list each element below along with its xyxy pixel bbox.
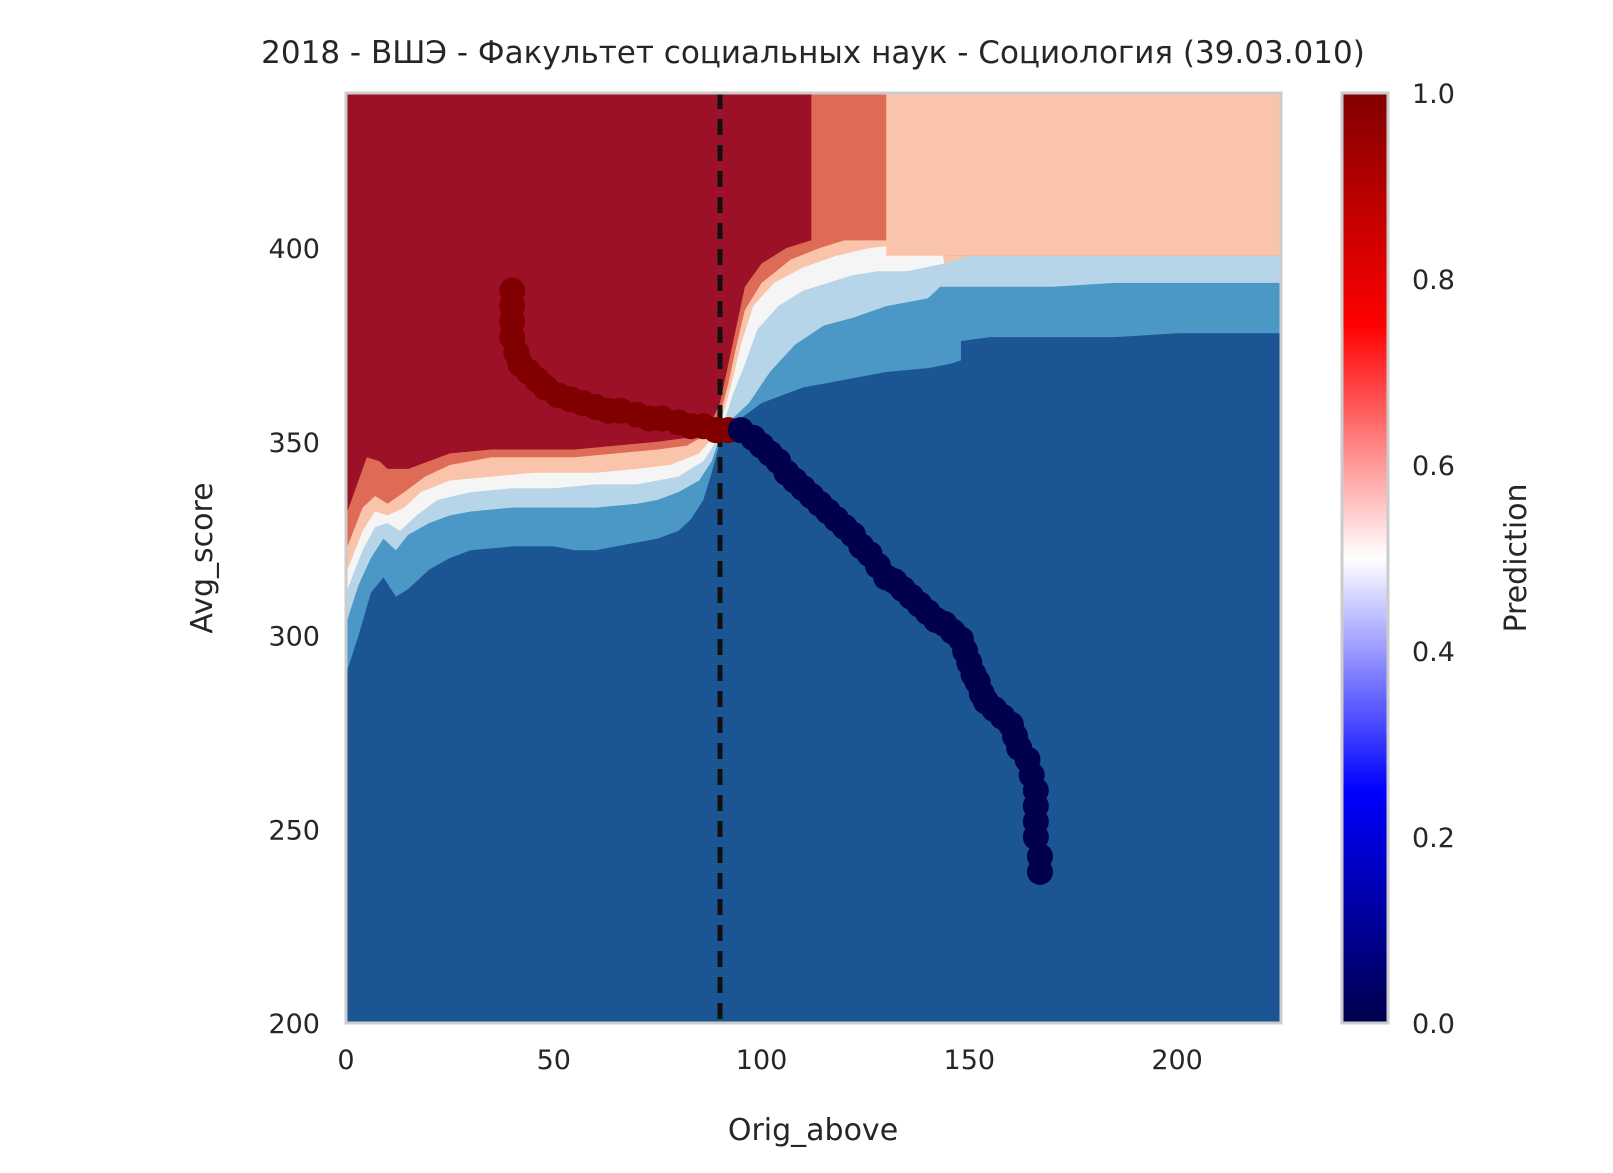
y-axis-ticks: 200 250 300 350 400 — [268, 234, 320, 1040]
y-axis-label: Avg_score — [185, 482, 220, 633]
colorbar-tick-label: 0.4 — [1412, 637, 1455, 668]
plot-frame — [344, 91, 1283, 1025]
y-tick-label: 350 — [268, 428, 320, 459]
scatter-point-predicted-0 — [1026, 858, 1053, 885]
y-tick-label: 300 — [268, 622, 320, 653]
scatter-point-predicted-0 — [1022, 824, 1049, 850]
colorbar-ticks: 0.0 0.2 0.4 0.6 0.8 1.0 — [1412, 79, 1455, 1040]
x-tick-label: 0 — [337, 1045, 354, 1076]
contour-regions — [346, 93, 1281, 1023]
x-tick-label: 200 — [1151, 1045, 1203, 1076]
colorbar: 0.0 0.2 0.4 0.6 0.8 1.0 Prediction — [1340, 79, 1534, 1040]
plot-area — [344, 91, 1283, 1025]
contour-block-upper-mid-top — [811, 93, 887, 241]
scatter-points — [499, 277, 1053, 885]
y-tick-label: 250 — [268, 815, 320, 846]
x-axis-ticks: 0 50 100 150 200 — [337, 1045, 1202, 1076]
colorbar-tick-label: 0.2 — [1412, 823, 1455, 854]
colorbar-tick-label: 1.0 — [1412, 79, 1455, 110]
x-axis-label: Orig_above — [728, 1113, 898, 1148]
contour-region-6 — [346, 93, 812, 516]
chart-title: 2018 - ВШЭ - Факультет социальных наук -… — [261, 35, 1365, 71]
colorbar-label: Prediction — [1499, 483, 1534, 632]
x-tick-label: 150 — [944, 1045, 996, 1076]
colorbar-tick-label: 0.8 — [1412, 265, 1455, 296]
y-tick-label: 400 — [268, 234, 320, 265]
x-tick-label: 50 — [537, 1045, 571, 1076]
contour-block-upper-right-top — [886, 93, 1281, 256]
x-tick-label: 100 — [736, 1045, 788, 1076]
colorbar-tick-label: 0.0 — [1412, 1009, 1455, 1040]
y-tick-label: 200 — [268, 1009, 320, 1040]
colorbar-tick-label: 0.6 — [1412, 451, 1455, 482]
colorbar-gradient — [1340, 91, 1390, 1025]
